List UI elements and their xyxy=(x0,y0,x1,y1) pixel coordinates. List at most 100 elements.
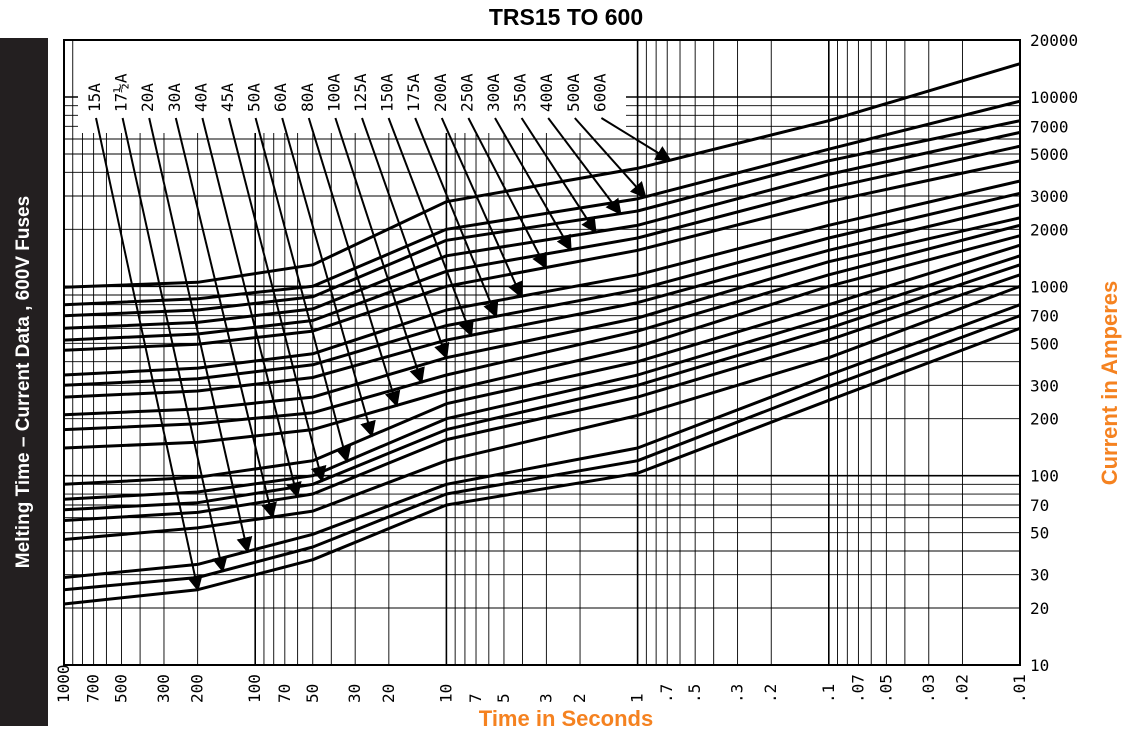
x-tick-label: 70 xyxy=(275,684,294,703)
y-tick-label: 20 xyxy=(1030,599,1049,618)
legend-leader xyxy=(148,117,253,554)
x-tick-label: 50 xyxy=(303,684,322,703)
y-tick-label: 700 xyxy=(1030,307,1059,326)
x-tick-label: 5 xyxy=(494,693,513,703)
legend-leader xyxy=(307,117,401,408)
curve-350A xyxy=(63,130,1021,330)
legend-leader xyxy=(547,117,622,216)
curve-40A xyxy=(63,273,1021,522)
x-tick-label: .3 xyxy=(728,684,747,703)
chart-title: TRS15 TO 600 xyxy=(488,4,644,30)
x-tick-label: 3 xyxy=(536,693,555,703)
side-title-band xyxy=(0,38,48,726)
y-tick-label: 200 xyxy=(1030,410,1059,429)
curve-150A xyxy=(63,203,1021,399)
x-tick-label: 1 xyxy=(628,693,647,703)
legend-leader xyxy=(121,117,228,573)
y-tick-labels: 20000 10000 7000 5000 3000 2000 1000 700 500 300 2… xyxy=(1030,31,1078,675)
legend-label: 20A xyxy=(138,83,157,112)
y-tick-label: 1000 xyxy=(1030,277,1069,296)
curve-45A xyxy=(63,263,1021,512)
legend-label: 60A xyxy=(271,83,290,112)
legend-leader xyxy=(361,117,450,360)
legend-label: 175A xyxy=(404,73,423,112)
x-tick-labels: 1000 700 500 300 200 100 70 50 30 20 10 7 5 3 2 1 .7 .5 .3… xyxy=(54,664,1029,703)
curve-80A xyxy=(63,234,1021,450)
y-tick-label: 70 xyxy=(1030,496,1049,515)
x-tick-label: 20 xyxy=(379,684,398,703)
x-tick-label: 1000 xyxy=(54,664,73,703)
curve-500A xyxy=(63,99,1021,307)
x-axis-label: Time in Seconds xyxy=(478,706,654,731)
x-tick-label: 7 xyxy=(466,693,485,703)
y-tick-label: 7000 xyxy=(1030,117,1069,136)
x-tick-label: 700 xyxy=(84,674,103,703)
legend-label: 200A xyxy=(431,73,450,112)
x-tick-label: 300 xyxy=(154,674,173,703)
curve-20A xyxy=(63,303,1021,579)
x-tick-label: 10 xyxy=(436,684,455,703)
legend-label: 600A xyxy=(590,73,609,112)
legend-leader xyxy=(228,117,327,483)
legend-label: 80A xyxy=(298,83,317,112)
x-tick-label: .02 xyxy=(952,674,971,703)
x-tick-label: 200 xyxy=(188,674,207,703)
legend-label: 300A xyxy=(484,73,503,112)
legend-leader xyxy=(174,117,277,519)
y-tick-label: 300 xyxy=(1030,376,1059,395)
legend-label: 15A xyxy=(85,83,104,112)
x-tick-label: .2 xyxy=(761,684,780,703)
curve-200A xyxy=(63,179,1021,377)
legend-leader xyxy=(95,117,203,592)
legend-leader xyxy=(414,117,499,319)
y-tick-label: 20000 xyxy=(1030,31,1078,50)
legend-leader xyxy=(440,117,523,299)
y-tick-label: 10 xyxy=(1030,656,1049,675)
legend-label: 17½A xyxy=(112,73,131,112)
legend: 15A 17½A 20A 30A 40A 45A 50A 60A 80A 100A 125A 150A… xyxy=(85,73,672,592)
x-tick-label: 500 xyxy=(112,674,131,703)
x-tick-label: 100 xyxy=(245,674,264,703)
x-tick-label: .7 xyxy=(657,684,676,703)
legend-leader xyxy=(467,117,547,270)
legend-label: 500A xyxy=(564,73,583,112)
legend-label: 40A xyxy=(191,83,210,112)
fuse-curves xyxy=(63,62,1021,606)
legend-leader xyxy=(254,117,352,464)
plot-frame xyxy=(63,39,1021,666)
legend-label: 30A xyxy=(165,83,184,112)
curve-250A xyxy=(63,159,1021,352)
legend-label: 150A xyxy=(378,73,397,112)
legend-leader xyxy=(520,117,597,234)
curve-600A xyxy=(63,62,1021,289)
y-tick-label: 30 xyxy=(1030,566,1049,585)
x-tick-label: .1 xyxy=(819,684,838,703)
y-tick-label: 10000 xyxy=(1030,88,1078,107)
legend-label: 45A xyxy=(218,83,237,112)
y-tick-label: 5000 xyxy=(1030,145,1069,164)
curve-400A xyxy=(63,119,1021,318)
legend-label: 250A xyxy=(457,73,476,112)
x-tick-label: 2 xyxy=(570,693,589,703)
legend-label: 125A xyxy=(351,73,370,112)
y-tick-label: 50 xyxy=(1030,524,1049,543)
legend-label: 100A xyxy=(324,73,343,112)
legend-label: 50A xyxy=(245,83,264,112)
curve-100A xyxy=(63,223,1021,432)
legend-leader xyxy=(387,117,474,338)
x-tick-label: .07 xyxy=(848,674,867,703)
legend-leader xyxy=(334,117,425,384)
x-tick-label: .03 xyxy=(919,674,938,703)
legend-leader xyxy=(201,117,302,499)
y-tick-label: 3000 xyxy=(1030,187,1069,206)
x-tick-label: .05 xyxy=(876,674,895,703)
y-tick-label: 2000 xyxy=(1030,220,1069,239)
y-tick-label: 100 xyxy=(1030,467,1059,486)
legend-leader xyxy=(574,117,647,199)
y-tick-label: 500 xyxy=(1030,334,1059,353)
x-tick-label: .01 xyxy=(1010,674,1029,703)
curve-30A xyxy=(63,284,1021,541)
legend-leader xyxy=(600,117,672,162)
legend-box xyxy=(78,41,626,133)
